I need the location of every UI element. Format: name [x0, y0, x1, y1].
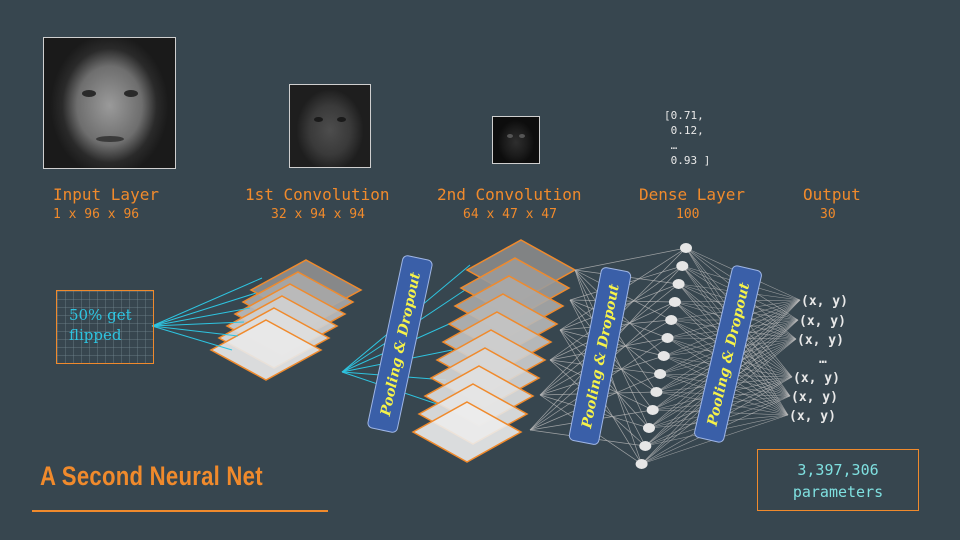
connection-line — [151, 277, 263, 327]
input-to-conv1-connections — [151, 277, 263, 351]
parameter-count-box: 3,397,306 parameters — [757, 449, 919, 511]
connection-line — [151, 325, 239, 337]
pooling-dropout-block: Pooling & Dropout — [568, 267, 632, 445]
dense-neuron — [676, 261, 689, 271]
dense-neuron — [635, 459, 648, 469]
conv1-feature-map — [209, 319, 323, 381]
flip-augmentation-box: 50% get flipped — [56, 290, 154, 364]
parameter-unit: parameters — [792, 483, 884, 501]
connection-line — [151, 321, 245, 327]
conv1-feature-map-image — [289, 84, 371, 168]
layer-dims-output: 30 — [820, 207, 836, 222]
dense-neuron — [654, 369, 667, 379]
pooling-dropout-bar — [694, 265, 762, 443]
output-coordinate: (x, y) — [797, 333, 844, 348]
dense-neurons — [635, 243, 692, 469]
dense-neuron — [643, 423, 655, 433]
output-coordinate: (x, y) — [801, 294, 848, 309]
output-coordinate: (x, y) — [799, 314, 846, 329]
dense-neuron — [672, 279, 685, 289]
output-coordinate: (x, y) — [789, 409, 836, 424]
dense-neuron — [650, 387, 663, 397]
output-coordinate: (x, y) — [793, 371, 840, 386]
connection-line — [151, 325, 233, 351]
connection-line — [574, 247, 687, 271]
layer-name-conv2: 2nd Convolution — [437, 185, 582, 204]
output-ellipsis: … — [819, 352, 827, 367]
layer-name-dense: Dense Layer — [639, 185, 745, 204]
layer-name-input: Input Layer — [53, 185, 159, 204]
layer-dims-conv2: 64 x 47 x 47 — [463, 207, 557, 222]
input-face-image — [43, 37, 176, 169]
layer-dims-input: 1 x 96 x 96 — [53, 207, 140, 222]
dense-neuron — [639, 441, 652, 451]
output-coordinate: (x, y) — [791, 390, 838, 405]
dense-neuron — [657, 351, 670, 361]
conv1-stack — [209, 259, 363, 381]
parameter-count: 3,397,306 — [797, 461, 879, 479]
pooling-dropout-bar — [367, 255, 433, 433]
dense-neuron — [668, 297, 681, 307]
title-underline — [32, 510, 328, 512]
dense-neuron — [661, 333, 674, 343]
dense-neuron — [680, 243, 692, 253]
pooling-dropout-block: Pooling & Dropout — [367, 255, 433, 433]
conv2-feature-map — [411, 401, 523, 463]
dense-vector-values: [0.71, 0.12, … 0.93 ] — [664, 109, 711, 167]
connection-line — [151, 307, 251, 327]
connection-line — [151, 292, 257, 327]
slide-title: A Second Neural Net — [40, 461, 263, 491]
layer-dims-conv1: 32 x 94 x 94 — [271, 207, 365, 222]
layer-name-conv1: 1st Convolution — [245, 185, 390, 204]
conv2-feature-map-image — [492, 116, 540, 164]
conv2-stack — [411, 239, 577, 463]
dense-neuron — [665, 315, 678, 325]
flip-note-line2: flipped — [69, 326, 122, 344]
layer-dims-dense: 100 — [676, 207, 700, 222]
layer-name-output: Output — [803, 185, 861, 204]
flip-note-line1: 50% get — [69, 306, 132, 324]
dense-neuron — [646, 405, 659, 415]
pooling-dropout-bar — [568, 267, 632, 445]
